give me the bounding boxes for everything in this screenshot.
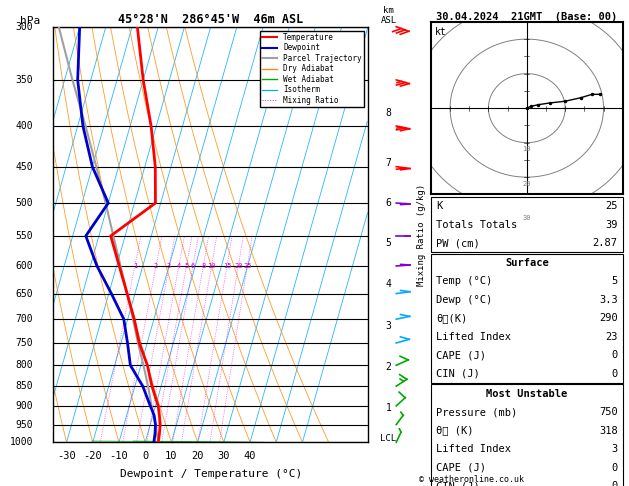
Text: Dewpoint / Temperature (°C): Dewpoint / Temperature (°C)	[120, 469, 302, 479]
Text: 700: 700	[15, 314, 33, 324]
Text: 5: 5	[386, 238, 391, 248]
Text: θᴄ (K): θᴄ (K)	[436, 426, 474, 435]
Text: 500: 500	[15, 198, 33, 208]
Text: K: K	[436, 201, 442, 211]
Text: 1000: 1000	[9, 437, 33, 447]
Text: 300: 300	[15, 22, 33, 32]
Text: CIN (J): CIN (J)	[436, 481, 480, 486]
Text: Lifted Index: Lifted Index	[436, 444, 511, 454]
Text: Totals Totals: Totals Totals	[436, 220, 517, 229]
Text: 400: 400	[15, 121, 33, 131]
Text: θᴄ(K): θᴄ(K)	[436, 313, 467, 323]
Text: 8: 8	[386, 108, 391, 118]
Text: 0: 0	[611, 481, 618, 486]
Text: 30: 30	[218, 451, 230, 461]
Text: PW (cm): PW (cm)	[436, 238, 480, 248]
Text: -20: -20	[84, 451, 102, 461]
Text: 800: 800	[15, 360, 33, 370]
Text: 550: 550	[15, 231, 33, 241]
Text: 2: 2	[154, 263, 158, 269]
Text: 15: 15	[223, 263, 231, 269]
Text: 30.04.2024  21GMT  (Base: 00): 30.04.2024 21GMT (Base: 00)	[436, 12, 618, 22]
Text: CAPE (J): CAPE (J)	[436, 350, 486, 360]
Text: 900: 900	[15, 401, 33, 411]
Text: 750: 750	[599, 407, 618, 417]
Text: 0: 0	[611, 369, 618, 379]
Text: © weatheronline.co.uk: © weatheronline.co.uk	[420, 474, 524, 484]
Text: 30: 30	[523, 215, 531, 221]
Text: Lifted Index: Lifted Index	[436, 332, 511, 342]
Text: 6: 6	[386, 198, 391, 208]
Text: 1: 1	[133, 263, 137, 269]
Text: 25: 25	[605, 201, 618, 211]
Text: CIN (J): CIN (J)	[436, 369, 480, 379]
Text: 2: 2	[386, 363, 391, 372]
Text: CAPE (J): CAPE (J)	[436, 463, 486, 472]
Text: 290: 290	[599, 313, 618, 323]
Text: Dewp (°C): Dewp (°C)	[436, 295, 492, 305]
Text: 20: 20	[234, 263, 243, 269]
Title: 45°28'N  286°45'W  46m ASL: 45°28'N 286°45'W 46m ASL	[118, 13, 303, 26]
Text: LCL: LCL	[381, 434, 396, 443]
Text: 20: 20	[191, 451, 204, 461]
Text: 750: 750	[15, 338, 33, 348]
Text: Surface: Surface	[505, 258, 548, 268]
Text: 10: 10	[165, 451, 177, 461]
Text: 0: 0	[142, 451, 148, 461]
Text: 4: 4	[177, 263, 181, 269]
Text: Pressure (mb): Pressure (mb)	[436, 407, 517, 417]
Text: 350: 350	[15, 75, 33, 85]
Text: 25: 25	[243, 263, 252, 269]
Text: Temp (°C): Temp (°C)	[436, 277, 492, 286]
Text: 3: 3	[611, 444, 618, 454]
Text: 5: 5	[184, 263, 189, 269]
Text: 450: 450	[15, 162, 33, 172]
Text: Most Unstable: Most Unstable	[486, 389, 567, 399]
Text: km
ASL: km ASL	[381, 6, 396, 25]
Text: 5: 5	[611, 277, 618, 286]
Text: 3: 3	[386, 321, 391, 331]
Text: 6: 6	[191, 263, 195, 269]
Text: 850: 850	[15, 381, 33, 391]
Text: 950: 950	[15, 419, 33, 430]
Text: hPa: hPa	[19, 16, 40, 26]
Text: 0: 0	[611, 463, 618, 472]
Text: 2.87: 2.87	[593, 238, 618, 248]
Text: 318: 318	[599, 426, 618, 435]
Text: 650: 650	[15, 289, 33, 298]
Text: kt: kt	[435, 27, 447, 37]
Text: 3.3: 3.3	[599, 295, 618, 305]
Text: -10: -10	[109, 451, 128, 461]
Text: 23: 23	[605, 332, 618, 342]
Text: 1: 1	[386, 403, 391, 413]
Text: 3: 3	[167, 263, 171, 269]
Text: 8: 8	[201, 263, 206, 269]
Text: Mixing Ratio (g/kg): Mixing Ratio (g/kg)	[417, 183, 426, 286]
Text: 7: 7	[386, 158, 391, 168]
Text: 4: 4	[386, 279, 391, 290]
Text: 0: 0	[611, 350, 618, 360]
Text: 10: 10	[523, 146, 531, 152]
Legend: Temperature, Dewpoint, Parcel Trajectory, Dry Adiabat, Wet Adiabat, Isotherm, Mi: Temperature, Dewpoint, Parcel Trajectory…	[260, 31, 364, 107]
Text: 600: 600	[15, 261, 33, 271]
Text: -30: -30	[57, 451, 76, 461]
Text: 40: 40	[244, 451, 256, 461]
Text: 10: 10	[208, 263, 216, 269]
Text: 39: 39	[605, 220, 618, 229]
Text: 20: 20	[523, 181, 531, 187]
